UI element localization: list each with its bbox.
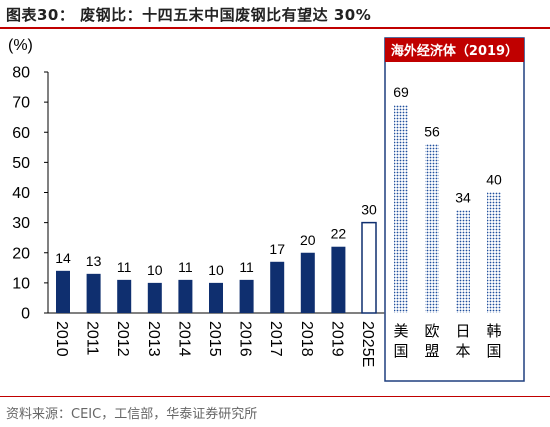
inset-data-label-日本: 34 — [455, 190, 471, 206]
data-label-2017: 17 — [269, 241, 285, 257]
y-tick-label: 40 — [12, 185, 30, 202]
inset-x-label-char: 国 — [393, 342, 408, 360]
x-tick-label-2015: 2015 — [206, 321, 223, 357]
inset-x-label-char: 韩 — [486, 322, 501, 340]
inset-bar-日本 — [456, 210, 470, 313]
chart-title: 图表30： 废钢比：十四五末中国废钢比有望达 30% — [6, 6, 372, 24]
y-tick-label: 0 — [21, 306, 30, 323]
footer-divider — [0, 396, 550, 397]
data-label-2018: 20 — [300, 232, 316, 248]
inset-bar-美国 — [394, 105, 408, 313]
x-tick-label-2016: 2016 — [237, 321, 254, 357]
data-label-2015: 10 — [208, 262, 224, 278]
y-tick-label: 10 — [12, 275, 30, 292]
inset-bar-欧盟 — [425, 144, 439, 313]
inset-data-label-美国: 69 — [393, 84, 409, 100]
x-tick-label-2011: 2011 — [84, 321, 101, 356]
bar-2017 — [270, 261, 285, 313]
bar-2013 — [147, 282, 162, 313]
bar-2011 — [86, 273, 101, 313]
y-tick-label: 80 — [12, 65, 30, 82]
inset-x-label-char: 盟 — [424, 342, 439, 360]
y-tick-label: 20 — [12, 245, 30, 262]
inset-data-label-韩国: 40 — [486, 172, 502, 188]
inset-bar-韩国 — [487, 192, 501, 313]
inset-x-label-char: 国 — [486, 342, 501, 360]
bar-2015 — [209, 282, 223, 313]
bar-2010 — [56, 270, 70, 313]
inset-data-label-欧盟: 56 — [424, 123, 440, 139]
inset-title: 海外经济体（2019） — [391, 43, 518, 59]
data-label-2011: 13 — [86, 253, 102, 269]
bar-2018 — [300, 252, 315, 313]
data-label-2010: 14 — [55, 250, 71, 266]
inset-title-bar — [385, 38, 524, 62]
inset-x-label-char: 欧 — [424, 322, 439, 340]
x-tick-label-2018: 2018 — [298, 321, 315, 357]
bar-2014 — [178, 279, 193, 313]
data-label-2012: 11 — [117, 259, 132, 275]
inset-x-label-char: 本 — [455, 342, 470, 360]
inset-x-label-char: 美 — [393, 322, 408, 340]
x-tick-label-2019: 2019 — [328, 321, 345, 357]
y-tick-label: 30 — [12, 215, 30, 232]
y-tick-label: 60 — [12, 125, 30, 142]
data-label-2019: 22 — [331, 226, 347, 242]
bar-2019 — [331, 246, 346, 313]
y-tick-label: 70 — [12, 95, 30, 112]
x-tick-label-2025E: 2025E — [359, 321, 376, 367]
x-tick-label-2017: 2017 — [267, 321, 284, 357]
x-tick-label-2012: 2012 — [114, 321, 131, 357]
source-note: 资料来源：CEIC，工信部，华泰证券研究所 — [6, 407, 258, 422]
y-tick-label: 50 — [12, 155, 30, 172]
bar-2016 — [239, 279, 254, 313]
x-tick-label-2014: 2014 — [175, 321, 192, 357]
data-label-2013: 10 — [147, 262, 163, 278]
y-axis-unit-label: (%) — [8, 37, 33, 54]
title-divider — [0, 27, 550, 29]
x-tick-label-2010: 2010 — [53, 321, 70, 357]
data-label-2025E: 30 — [361, 202, 377, 218]
bar-2012 — [117, 279, 132, 313]
x-tick-label-2013: 2013 — [145, 321, 162, 357]
bar-2025E — [361, 221, 377, 314]
data-label-2014: 11 — [178, 259, 193, 275]
data-label-2016: 11 — [239, 259, 254, 275]
inset-x-label-char: 日 — [455, 322, 470, 340]
